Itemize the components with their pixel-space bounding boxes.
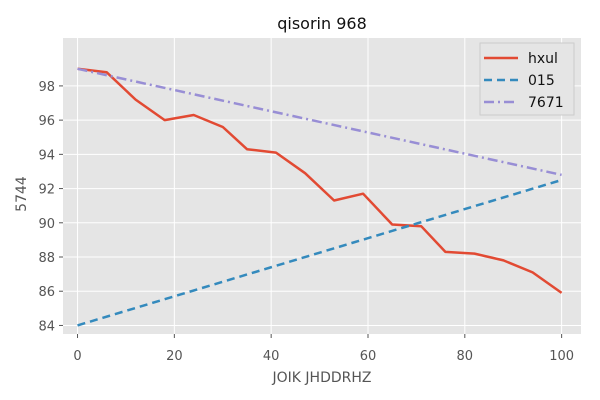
x-axis-ticks: 0 20 40 60 80 100 xyxy=(73,334,574,364)
y-tick-label: 94 xyxy=(38,148,55,163)
y-tick-label: 86 xyxy=(38,285,55,300)
x-tick-label: 60 xyxy=(360,349,377,364)
x-tick-label: 0 xyxy=(73,349,81,364)
y-tick-label: 96 xyxy=(38,114,55,129)
legend-label-2: 7671 xyxy=(528,95,564,111)
x-tick-label: 100 xyxy=(549,349,574,364)
x-axis-label: JOIK JHDDRHZ xyxy=(272,370,372,386)
series-line-0 xyxy=(77,67,563,294)
legend-label-0: hxul xyxy=(528,51,558,67)
legend: hxul 015 7671 xyxy=(479,42,575,116)
x-tick-label: 40 xyxy=(263,349,280,364)
series-line-2 xyxy=(77,67,562,177)
legend-label-1: 015 xyxy=(528,73,555,89)
y-tick-label: 98 xyxy=(38,80,55,95)
chart-title: qisorin 968 xyxy=(277,14,367,33)
y-tick-label: 90 xyxy=(38,217,55,232)
legend-box xyxy=(479,42,575,116)
x-tick-label: 80 xyxy=(457,349,474,364)
series-group xyxy=(77,67,563,327)
x-tick-label: 20 xyxy=(166,349,183,364)
y-axis-label: 5744 xyxy=(14,176,30,212)
y-tick-label: 88 xyxy=(38,251,55,266)
y-axis-ticks: 84 86 88 90 92 94 96 98 xyxy=(38,80,63,334)
series-line-1 xyxy=(77,178,562,327)
y-tick-label: 84 xyxy=(38,319,55,334)
y-tick-label: 92 xyxy=(38,183,55,198)
